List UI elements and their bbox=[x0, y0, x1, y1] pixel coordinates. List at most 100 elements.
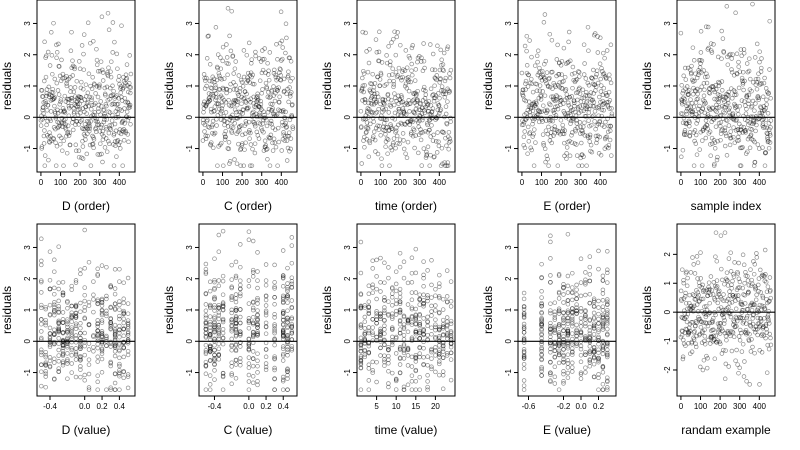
data-point bbox=[39, 305, 44, 311]
data-point bbox=[530, 121, 535, 127]
data-point bbox=[678, 288, 684, 294]
data-point bbox=[741, 319, 747, 324]
data-point bbox=[570, 107, 576, 113]
data-point bbox=[121, 345, 126, 351]
data-point bbox=[378, 336, 383, 341]
data-point bbox=[397, 310, 403, 316]
data-point bbox=[277, 66, 283, 71]
x-tick-label: -0.6 bbox=[522, 402, 536, 411]
data-point bbox=[441, 88, 446, 93]
data-point bbox=[374, 311, 379, 316]
data-point bbox=[568, 105, 573, 110]
data-point bbox=[365, 106, 371, 111]
plot-frame bbox=[676, 0, 776, 173]
data-point bbox=[252, 141, 258, 146]
data-point bbox=[753, 324, 759, 329]
data-point bbox=[49, 93, 55, 99]
data-point bbox=[210, 122, 215, 128]
data-point bbox=[99, 151, 104, 157]
data-point bbox=[280, 137, 286, 142]
data-point bbox=[591, 315, 597, 320]
data-point bbox=[362, 330, 368, 335]
data-point bbox=[761, 273, 766, 278]
data-point bbox=[238, 110, 243, 115]
data-point bbox=[726, 256, 732, 261]
data-point bbox=[747, 145, 753, 151]
data-point bbox=[719, 79, 725, 84]
data-point bbox=[707, 286, 713, 292]
data-point bbox=[104, 343, 109, 348]
data-point bbox=[539, 289, 544, 294]
data-point bbox=[413, 328, 419, 333]
data-point bbox=[444, 163, 450, 168]
data-point bbox=[255, 97, 261, 103]
data-point bbox=[60, 310, 66, 315]
data-point bbox=[760, 121, 766, 126]
data-point bbox=[222, 118, 228, 124]
data-point bbox=[273, 74, 279, 80]
data-point bbox=[694, 121, 699, 126]
data-point bbox=[725, 278, 730, 284]
data-point bbox=[73, 303, 79, 309]
data-point bbox=[704, 353, 709, 359]
data-point bbox=[568, 121, 573, 126]
data-point bbox=[757, 302, 763, 308]
data-point bbox=[44, 93, 49, 99]
x-tick-label: 300 bbox=[733, 178, 747, 187]
data-point bbox=[100, 137, 106, 142]
data-point bbox=[606, 142, 612, 148]
data-point bbox=[47, 325, 53, 331]
data-point bbox=[47, 286, 53, 292]
data-point bbox=[373, 100, 379, 105]
data-point bbox=[758, 80, 763, 86]
data-point bbox=[747, 134, 752, 140]
data-point bbox=[202, 99, 207, 105]
data-point bbox=[728, 136, 733, 141]
data-point bbox=[539, 341, 544, 347]
data-point bbox=[680, 329, 685, 334]
data-point bbox=[110, 101, 116, 107]
data-point bbox=[556, 272, 562, 277]
data-point bbox=[99, 334, 105, 340]
data-point bbox=[366, 349, 372, 355]
data-point bbox=[524, 33, 530, 39]
data-point bbox=[276, 100, 282, 105]
data-point bbox=[388, 59, 393, 64]
data-point bbox=[552, 107, 557, 113]
data-point bbox=[284, 35, 289, 41]
data-point bbox=[47, 312, 53, 318]
data-point bbox=[753, 285, 759, 291]
data-point bbox=[591, 355, 597, 361]
data-point bbox=[429, 366, 434, 372]
data-point bbox=[718, 294, 723, 300]
data-point bbox=[256, 104, 262, 109]
data-point bbox=[55, 88, 61, 93]
data-point bbox=[686, 331, 692, 336]
data-point bbox=[280, 322, 286, 328]
data-point bbox=[386, 361, 391, 366]
data-point bbox=[244, 91, 249, 97]
data-point bbox=[235, 91, 241, 96]
data-point bbox=[69, 361, 74, 366]
data-point bbox=[404, 86, 410, 91]
data-point bbox=[47, 363, 53, 369]
data-point bbox=[719, 128, 724, 133]
data-point bbox=[366, 343, 372, 349]
data-point bbox=[607, 98, 613, 103]
data-point bbox=[566, 39, 571, 45]
data-point bbox=[207, 319, 213, 325]
data-point bbox=[602, 146, 608, 151]
data-point bbox=[581, 124, 586, 129]
data-point bbox=[756, 71, 761, 76]
data-point bbox=[444, 336, 450, 341]
data-point bbox=[754, 79, 760, 85]
data-point bbox=[570, 290, 575, 296]
data-point bbox=[272, 342, 277, 348]
data-point bbox=[439, 88, 444, 93]
data-point bbox=[684, 327, 690, 332]
data-point bbox=[432, 67, 438, 73]
data-point bbox=[683, 132, 689, 137]
data-point bbox=[391, 82, 397, 87]
data-point bbox=[539, 300, 544, 306]
data-point bbox=[598, 99, 603, 105]
